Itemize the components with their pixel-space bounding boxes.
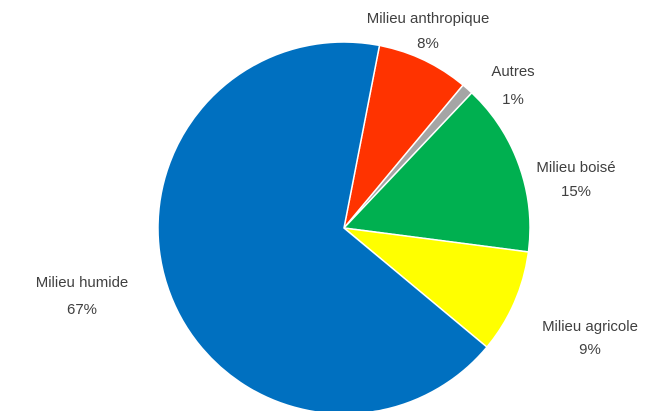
slice-label-name: Milieu humide	[36, 274, 129, 291]
slice-label-name: Autres	[491, 63, 534, 80]
slice-label-value: 9%	[579, 341, 601, 358]
pie-slice	[341, 226, 530, 349]
slice-label-name: Milieu boisé	[536, 159, 615, 176]
pie-slice	[157, 41, 488, 411]
slice-label-name: Milieu agricole	[542, 318, 638, 335]
slice-label-value: 1%	[502, 91, 524, 108]
slice-label-name: Milieu anthropique	[367, 10, 490, 27]
pie-slice	[342, 91, 531, 253]
pie-slice	[343, 44, 465, 229]
slice-label-value: 15%	[561, 183, 591, 200]
slice-label-value: 67%	[67, 301, 97, 318]
slice-label-value: 8%	[417, 35, 439, 52]
